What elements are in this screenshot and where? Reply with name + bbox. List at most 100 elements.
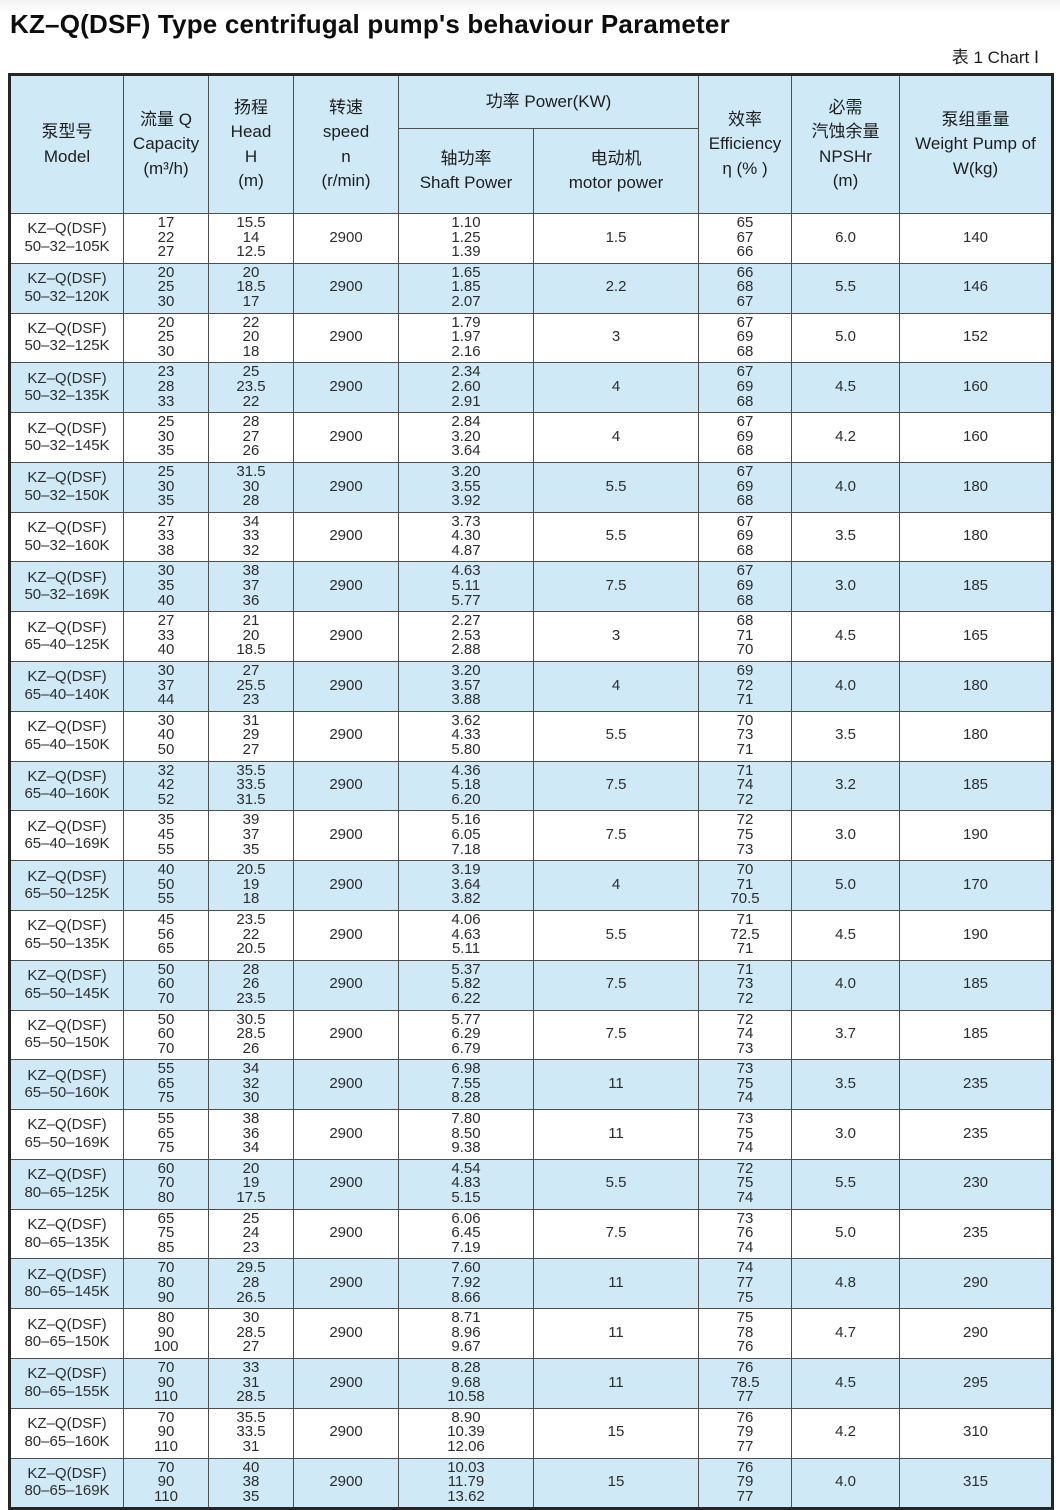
cell-npshr: 4.2 <box>791 1407 900 1459</box>
cell-npshr: 5.0 <box>791 312 900 364</box>
cell-speed: 2900 <box>293 412 399 463</box>
cell-model: KZ–Q(DSF) 65–50–160K <box>9 1059 124 1111</box>
cell-weight: 190 <box>899 810 1053 862</box>
cell-efficiency: 73 75 74 <box>698 1109 792 1160</box>
cell-model: KZ–Q(DSF) 65–50–150K <box>9 1009 124 1061</box>
cell-speed: 2900 <box>293 213 399 264</box>
cell-head: 35.5 33.5 31 <box>208 1407 294 1459</box>
cell-model: KZ–Q(DSF) 65–50–135K <box>9 909 124 961</box>
cell-capacity: 20 25 30 <box>123 262 209 314</box>
cell-capacity: 70 90 110 <box>123 1407 209 1459</box>
cell-npshr: 4.5 <box>791 611 900 663</box>
cell-efficiency: 73 75 74 <box>698 1059 792 1111</box>
table-row: KZ–Q(DSF) 65–50–150K 50 60 70 30.5 28.5 26… <box>9 1009 1053 1061</box>
cell-npshr: 6.0 <box>791 213 900 264</box>
cell-motor-power: 5.5 <box>533 1158 699 1210</box>
cell-head: 20.5 19 18 <box>208 860 294 911</box>
cell-weight: 190 <box>899 909 1053 961</box>
cell-weight: 180 <box>899 710 1053 762</box>
cell-model: KZ–Q(DSF) 50–32–145K <box>9 412 124 463</box>
cell-capacity: 70 80 90 <box>123 1258 209 1310</box>
cell-capacity: 60 70 80 <box>123 1158 209 1210</box>
cell-efficiency: 73 76 74 <box>698 1208 792 1260</box>
cell-capacity: 23 28 33 <box>123 362 209 414</box>
cell-speed: 2900 <box>293 661 399 712</box>
cell-speed: 2900 <box>293 611 399 663</box>
cell-model: KZ–Q(DSF) 80–65–145K <box>9 1258 124 1310</box>
table-row: KZ–Q(DSF) 65–40–125K 27 33 40 21 20 18.5 29… <box>9 611 1053 663</box>
cell-weight: 160 <box>899 412 1053 463</box>
cell-weight: 165 <box>899 611 1053 663</box>
cell-efficiency: 75 78 76 <box>698 1308 792 1359</box>
cell-npshr: 5.0 <box>791 1208 900 1260</box>
cell-efficiency: 76 79 77 <box>698 1407 792 1459</box>
cell-shaft-power: 8.28 9.68 10.58 <box>398 1357 534 1409</box>
cell-capacity: 17 22 27 <box>123 213 209 264</box>
cell-efficiency: 68 71 70 <box>698 611 792 663</box>
cell-weight: 180 <box>899 661 1053 712</box>
cell-capacity: 70 90 110 <box>123 1457 209 1510</box>
cell-speed: 2900 <box>293 1308 399 1359</box>
cell-head: 28 27 26 <box>208 412 294 463</box>
cell-motor-power: 7.5 <box>533 1208 699 1260</box>
cell-motor-power: 7.5 <box>533 561 699 613</box>
pump-parameter-table: 泵型号 Model 流量 Q Capacity (m³/h) 扬程 Head H… <box>8 73 1054 1510</box>
cell-capacity: 27 33 40 <box>123 611 209 663</box>
cell-shaft-power: 2.84 3.20 3.64 <box>398 412 534 463</box>
cell-head: 28 26 23.5 <box>208 959 294 1011</box>
cell-speed: 2900 <box>293 1009 399 1061</box>
cell-shaft-power: 6.98 7.55 8.28 <box>398 1059 534 1111</box>
table-row: KZ–Q(DSF) 80–65–160K 70 90 110 35.5 33.5 3… <box>9 1407 1053 1459</box>
cell-npshr: 4.5 <box>791 362 900 414</box>
cell-model: KZ–Q(DSF) 65–40–150K <box>9 710 124 762</box>
cell-efficiency: 67 69 68 <box>698 312 792 364</box>
table-row: KZ–Q(DSF) 65–40–160K 32 42 52 35.5 33.5 31… <box>9 760 1053 812</box>
cell-speed: 2900 <box>293 561 399 613</box>
cell-efficiency: 72 75 74 <box>698 1158 792 1210</box>
cell-motor-power: 11 <box>533 1109 699 1160</box>
cell-capacity: 40 50 55 <box>123 860 209 911</box>
cell-efficiency: 70 71 70.5 <box>698 860 792 911</box>
cell-motor-power: 4 <box>533 362 699 414</box>
cell-efficiency: 66 68 67 <box>698 262 792 314</box>
cell-efficiency: 67 69 68 <box>698 461 792 513</box>
cell-weight: 185 <box>899 959 1053 1011</box>
header-shaft-power: 轴功率 Shaft Power <box>398 128 534 214</box>
cell-motor-power: 2.2 <box>533 262 699 314</box>
cell-motor-power: 11 <box>533 1059 699 1111</box>
table-row: KZ–Q(DSF) 65–50–169K 55 65 75 38 36 34 2900… <box>9 1109 1053 1160</box>
cell-capacity: 30 40 50 <box>123 710 209 762</box>
cell-npshr: 3.2 <box>791 760 900 812</box>
cell-npshr: 4.2 <box>791 412 900 463</box>
cell-head: 30 28.5 27 <box>208 1308 294 1359</box>
table-row: KZ–Q(DSF) 50–32–150K 25 30 35 31.5 30 28 29… <box>9 461 1053 513</box>
cell-npshr: 5.0 <box>791 860 900 911</box>
cell-efficiency: 70 73 71 <box>698 710 792 762</box>
cell-motor-power: 5.5 <box>533 710 699 762</box>
cell-shaft-power: 4.06 4.63 5.11 <box>398 909 534 961</box>
cell-efficiency: 76 79 77 <box>698 1457 792 1510</box>
cell-weight: 315 <box>899 1457 1053 1510</box>
cell-head: 34 32 30 <box>208 1059 294 1111</box>
cell-capacity: 50 60 70 <box>123 959 209 1011</box>
cell-npshr: 5.5 <box>791 262 900 314</box>
cell-head: 25 23.5 22 <box>208 362 294 414</box>
cell-head: 38 37 36 <box>208 561 294 613</box>
cell-shaft-power: 3.19 3.64 3.82 <box>398 860 534 911</box>
cell-model: KZ–Q(DSF) 80–65–125K <box>9 1158 124 1210</box>
header-head: 扬程 Head H (m) <box>208 74 294 214</box>
cell-shaft-power: 4.36 5.18 6.20 <box>398 760 534 812</box>
cell-capacity: 70 90 110 <box>123 1357 209 1409</box>
cell-shaft-power: 10.03 11.79 13.62 <box>398 1457 534 1510</box>
cell-speed: 2900 <box>293 461 399 513</box>
cell-npshr: 5.5 <box>791 1158 900 1210</box>
cell-npshr: 4.5 <box>791 1357 900 1409</box>
table-row: KZ–Q(DSF) 65–40–140K 30 37 44 27 25.5 23 29… <box>9 661 1053 712</box>
cell-efficiency: 71 74 72 <box>698 760 792 812</box>
table-row: KZ–Q(DSF) 80–65–145K 70 80 90 29.5 28 26.5… <box>9 1258 1053 1310</box>
cell-head: 33 31 28.5 <box>208 1357 294 1409</box>
cell-capacity: 55 65 75 <box>123 1059 209 1111</box>
cell-head: 30.5 28.5 26 <box>208 1009 294 1061</box>
cell-npshr: 3.0 <box>791 561 900 613</box>
cell-model: KZ–Q(DSF) 80–65–169K <box>9 1457 124 1510</box>
